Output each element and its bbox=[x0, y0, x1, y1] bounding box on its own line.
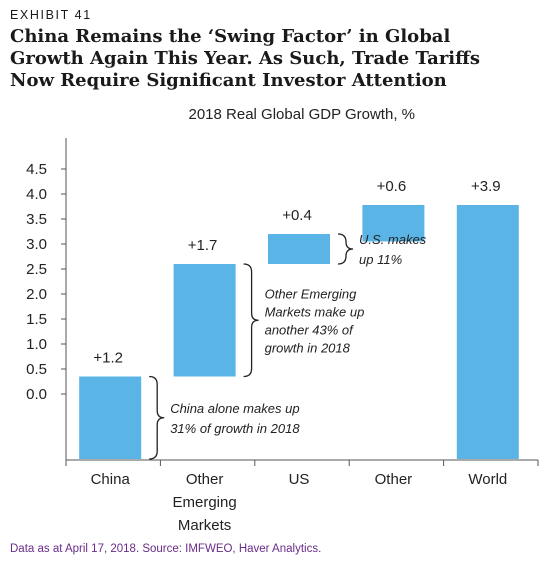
y-tick-label: 0.5 bbox=[26, 361, 47, 378]
bar-us bbox=[268, 234, 330, 264]
chart-title: China Remains the ‘Swing Factor’ in Glob… bbox=[10, 26, 545, 92]
y-tick-label: 0.0 bbox=[26, 386, 47, 403]
x-category-label: Other Emerging Markets bbox=[172, 471, 236, 534]
x-category-label: China bbox=[91, 471, 131, 488]
bar-value-label: +1.7 bbox=[188, 237, 218, 254]
annotation-brace bbox=[337, 233, 354, 265]
y-tick-label: 1.5 bbox=[26, 311, 47, 328]
annotation-text: China alone makes up 31% of growth in 201… bbox=[170, 401, 300, 436]
y-tick-label: 1.0 bbox=[26, 336, 47, 353]
chart-subtitle: 2018 Real Global GDP Growth, % bbox=[188, 106, 415, 123]
annotation-brace bbox=[149, 375, 165, 460]
x-category-label: World bbox=[468, 471, 507, 488]
bar-value-label: +3.9 bbox=[471, 178, 501, 195]
exhibit-label: EXHIBIT 41 bbox=[10, 8, 92, 22]
y-tick-label: 2.5 bbox=[26, 261, 47, 278]
title-line-3: Now Require Significant Investor Attenti… bbox=[10, 70, 447, 91]
y-tick-label: 3.0 bbox=[26, 236, 47, 253]
y-tick-label: 4.0 bbox=[26, 186, 47, 203]
bar-world bbox=[456, 205, 519, 459]
title-line-2: Growth Again This Year. As Such, Trade T… bbox=[10, 48, 481, 69]
waterfall-chart: 0.0 0.5 1.0 1.5 2.0 2.5 3.0 3.5 4.0 4.5 China Other… bbox=[26, 138, 539, 534]
annotation-text: U.S. makes up 11% bbox=[359, 232, 427, 267]
y-tick-label: 3.5 bbox=[26, 211, 47, 228]
bar-other bbox=[362, 205, 425, 242]
x-category-label: Other bbox=[375, 471, 413, 488]
x-category-label: US bbox=[289, 471, 310, 488]
title-line-1: China Remains the ‘Swing Factor’ in Glob… bbox=[10, 26, 451, 47]
bar-china bbox=[79, 376, 142, 459]
y-tick-label: 4.5 bbox=[26, 161, 47, 178]
source-note: Data as at April 17, 2018. Source: IMFWE… bbox=[10, 543, 322, 555]
annotation-text: Other Emerging Markets make up another 43%… bbox=[265, 286, 365, 355]
annotation-brace bbox=[243, 263, 259, 378]
bar-value-label: +1.2 bbox=[93, 350, 123, 367]
y-tick-label: 2.0 bbox=[26, 286, 47, 303]
bar-other-emerging-markets bbox=[173, 264, 236, 377]
bar-value-label: +0.4 bbox=[282, 207, 312, 224]
bar-value-label: +0.6 bbox=[377, 178, 407, 195]
